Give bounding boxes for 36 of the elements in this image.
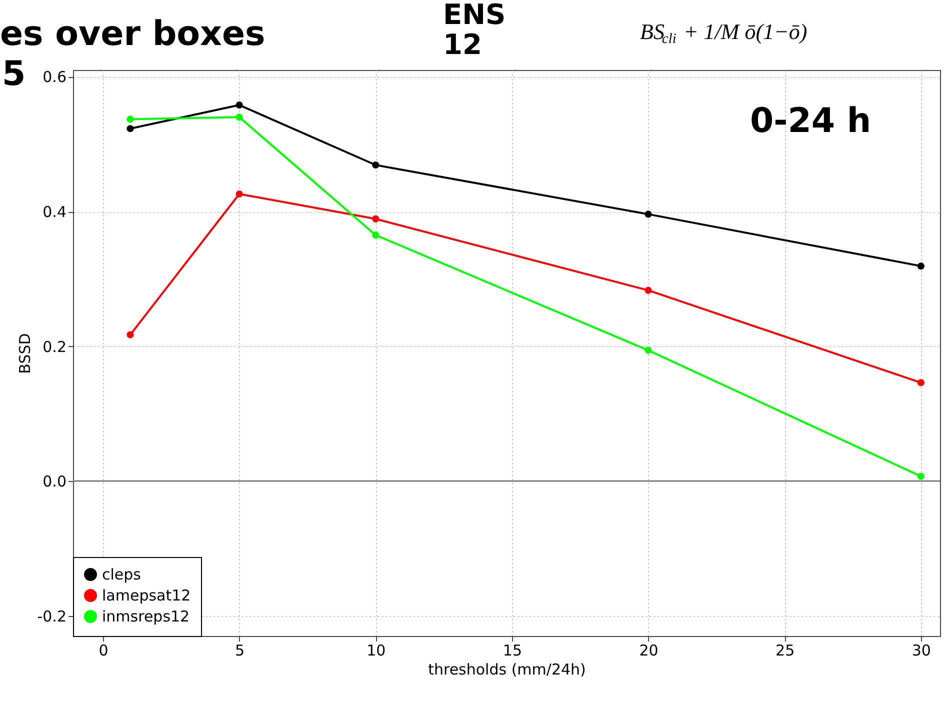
point (644, 210, 652, 218)
point (372, 232, 380, 239)
point (236, 102, 243, 109)
point (917, 472, 924, 480)
y-tick-label: 0.2 (42, 338, 66, 356)
x-tick-label: 15 (502, 642, 522, 660)
text: ENS 12 (443, 0, 506, 61)
point (126, 116, 134, 123)
legend-label: inmsreps12 (102, 608, 190, 626)
point (126, 331, 134, 338)
point (236, 190, 243, 198)
text: 5 (2, 54, 26, 94)
text: es over boxes (0, 14, 266, 54)
y-tick-label: -0.2 (37, 607, 66, 626)
point (236, 114, 243, 121)
legend-label: cleps (102, 566, 142, 584)
y-tick-label: 0.0 (42, 472, 66, 491)
y-axis-title: BSSD (16, 333, 34, 374)
annotation: 0-24 h (750, 101, 872, 141)
x-tick-label: 30 (912, 642, 931, 660)
point (644, 346, 652, 354)
legend-label: lamepsat12 (102, 586, 191, 604)
y-tick-label: 0.4 (42, 203, 66, 221)
point (372, 161, 380, 169)
x-tick-label: 5 (235, 642, 245, 660)
point (917, 379, 924, 386)
point (372, 215, 380, 222)
x-tick-label: 0 (98, 642, 108, 660)
point (126, 125, 134, 132)
x-tick-label: 10 (366, 642, 386, 660)
x-tick-label: 25 (776, 642, 795, 660)
y-tick-label: 0.6 (42, 68, 66, 86)
point (644, 286, 652, 294)
point (917, 262, 924, 270)
x-tick-label: 20 (639, 642, 658, 660)
x-axis-title: thresholds (mm/24h) (428, 660, 586, 678)
